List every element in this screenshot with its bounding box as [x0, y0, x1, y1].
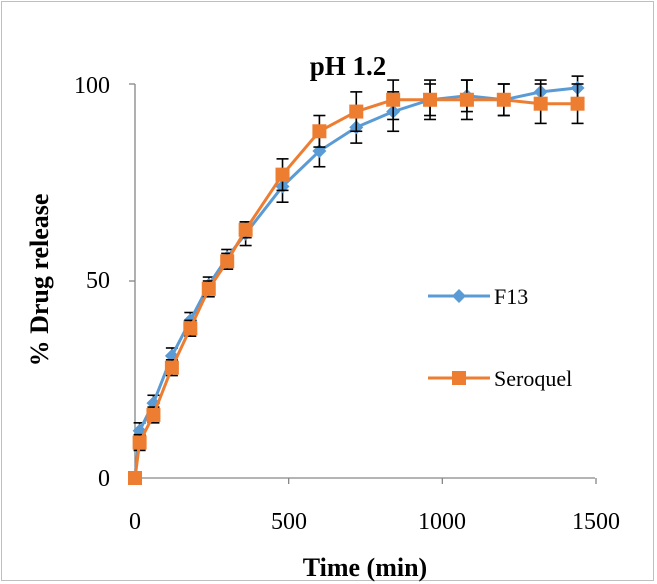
x-tick-label-0: 0 — [129, 509, 141, 535]
data-point-seroquel — [128, 471, 142, 485]
legend-label-f13: F13 — [494, 284, 528, 309]
x-tick-label-1500: 1500 — [572, 509, 620, 535]
plot-area — [128, 75, 585, 485]
data-point-seroquel — [238, 222, 253, 237]
chart-title: pH 1.2 — [310, 51, 387, 81]
data-point-seroquel — [423, 92, 438, 107]
data-point-seroquel — [220, 254, 235, 269]
legend: F13 Seroquel — [428, 284, 572, 391]
legend-marker-f13 — [452, 289, 466, 303]
x-tick-marks — [134, 478, 597, 484]
y-axis-title: % Drug release — [25, 194, 54, 367]
y-tick-label-50: 50 — [86, 268, 110, 294]
data-point-seroquel — [146, 407, 161, 422]
series-f13 — [128, 75, 585, 485]
data-point-seroquel — [349, 104, 364, 119]
data-point-seroquel — [201, 281, 216, 296]
series-seroquel — [128, 79, 585, 485]
data-point-seroquel — [533, 96, 548, 111]
data-point-seroquel — [459, 92, 474, 107]
legend-marker-seroquel — [452, 371, 466, 385]
data-point-seroquel — [275, 167, 290, 182]
data-point-seroquel — [386, 92, 401, 107]
data-point-seroquel — [570, 96, 585, 111]
data-point-seroquel — [496, 92, 511, 107]
data-point-seroquel — [312, 124, 327, 139]
data-point-seroquel — [164, 360, 179, 375]
y-tick-label-0: 0 — [98, 466, 110, 492]
y-tick-label-100: 100 — [74, 73, 110, 99]
y-tick-marks — [129, 83, 135, 479]
legend-label-seroquel: Seroquel — [494, 366, 572, 391]
x-tick-label-1000: 1000 — [418, 509, 466, 535]
data-point-seroquel — [183, 321, 198, 336]
x-tick-label-500: 500 — [271, 509, 307, 535]
data-point-seroquel — [132, 435, 147, 450]
series-line-f13 — [133, 86, 578, 479]
x-axis-title: Time (min) — [303, 553, 427, 582]
